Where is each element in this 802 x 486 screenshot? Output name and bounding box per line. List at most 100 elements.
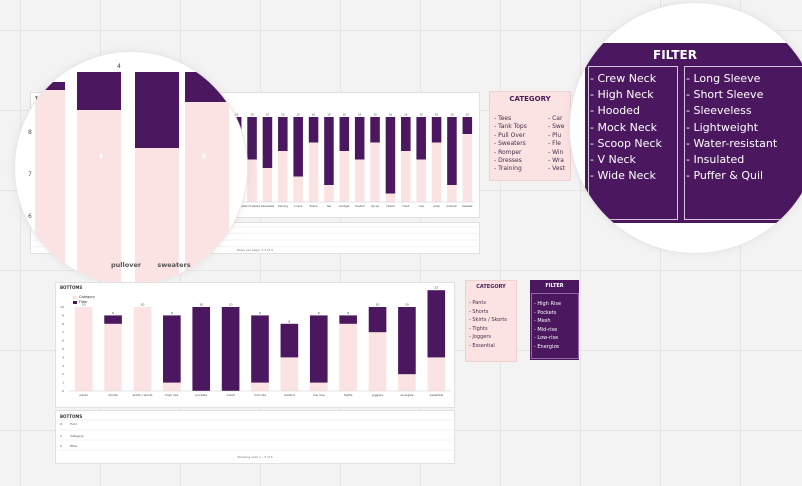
- zoom-bar-label: 8: [202, 153, 206, 160]
- bottoms-table-footer: Showing rows 1 - 3 of 3: [237, 455, 273, 459]
- category-list: - Pants - Shorts - Skirts / Skorts - Tig…: [469, 299, 507, 350]
- y-tick-label: 6: [62, 339, 64, 343]
- bar-filter: [401, 117, 411, 151]
- filter-item: - Sleeveless: [686, 104, 752, 118]
- bar-category: [339, 323, 357, 391]
- bar-filter: [431, 117, 442, 143]
- bar-category: [339, 151, 350, 202]
- bar-filter: [221, 307, 240, 391]
- filter-item: - Short Sleeve: [686, 88, 764, 102]
- bar-filter: [427, 290, 446, 358]
- bar-total-label: 8: [288, 319, 290, 323]
- bar-category: [427, 357, 446, 391]
- x-tick-label: skirts / skorts: [132, 393, 152, 397]
- category-header: CATEGORY: [476, 284, 506, 290]
- zoom-x-labels: pullover sweaters: [111, 261, 191, 269]
- legend-label: Category: [79, 295, 95, 299]
- bar-total-label: 10: [466, 113, 470, 117]
- y-tick-label: 9: [62, 313, 64, 317]
- bar-filter: [385, 117, 396, 194]
- category-list-2: - Car - Swe - Plu - Fle - Win - Wra - Ve…: [548, 115, 565, 174]
- filter-item: - Mesh: [534, 318, 551, 324]
- bar-category: [308, 142, 319, 202]
- category-item: - Training: [494, 165, 522, 173]
- bar-category: [401, 151, 411, 202]
- legend-swatch: [73, 295, 77, 299]
- zoomed-bars: 8 7 6 5 4 8 6 8 pullover sweaters: [15, 52, 247, 284]
- filter-item: - Water-resistant: [686, 136, 778, 150]
- legend-swatch: [73, 300, 77, 304]
- category-item: - Swe: [548, 123, 565, 131]
- filter-header: FILTER: [545, 283, 564, 289]
- bar-filter: [293, 117, 303, 177]
- bar-total-label: 10: [312, 113, 316, 117]
- y-tick-label: 7: [62, 330, 64, 334]
- category-item: - Sweaters: [494, 140, 526, 148]
- x-tick-label: tee: [327, 204, 332, 208]
- filter-item: - Long Sleeve: [686, 72, 761, 85]
- category-item: - Pull Over: [494, 131, 526, 139]
- category-header: CATEGORY: [509, 95, 551, 103]
- x-tick-label: mesh: [402, 204, 409, 208]
- tops-bar-chart: long sleeve10short sleeve10sleeveless10t…: [229, 113, 475, 208]
- category-item: - Fle: [548, 140, 561, 148]
- bar-filter: [462, 117, 473, 134]
- zoom-x-label: sweaters: [157, 261, 191, 269]
- filter-header: FILTER: [653, 48, 697, 62]
- bar-total-label: 10: [404, 113, 408, 117]
- bar-total-label: 10: [327, 113, 331, 117]
- x-tick-label: pants: [79, 393, 88, 397]
- filter-item: - Puffer & Quil: [686, 169, 764, 183]
- bar-total-label: 10: [435, 113, 439, 117]
- zoom-ytick: 6: [28, 213, 32, 220]
- y-tick-label: 4: [62, 355, 64, 359]
- bottoms-title: BOTTOMS: [60, 285, 83, 290]
- bar-total-label: 10: [281, 113, 285, 117]
- bar-category: [163, 382, 181, 391]
- y-tick-label: 5: [62, 347, 64, 351]
- bar-total-label: 10: [343, 113, 347, 117]
- category-item: - Tights: [469, 325, 488, 332]
- bar-filter: [398, 307, 416, 375]
- category-item: - Plu: [548, 131, 562, 139]
- bar-filter: [324, 117, 334, 185]
- bar-total-label: 10: [250, 113, 254, 117]
- filter-list-2: - Long Sleeve - Short Sleeve - Sleeveles…: [686, 71, 777, 184]
- category-item: - Tank Tops: [494, 123, 527, 131]
- bar-filter: [104, 315, 122, 324]
- filter-item: - Mock Neck: [590, 120, 658, 134]
- filter-list-1: - Crew Neck - High Neck - Hooded - Mock …: [590, 71, 662, 184]
- x-tick-label: joggers: [371, 393, 384, 397]
- filter-item: - Insulated: [686, 153, 745, 167]
- y-tick-label: 0: [62, 389, 64, 393]
- category-item: - Wra: [548, 157, 564, 165]
- bar-category: [398, 374, 416, 391]
- bar-total-label: 10: [376, 303, 380, 307]
- bar-filter: [416, 117, 426, 160]
- bottoms-table: BOTTOMS Field 1 Category 2 Filter # Show…: [55, 410, 455, 464]
- x-tick-label: pockets: [195, 393, 207, 397]
- bar-filter: [247, 117, 257, 160]
- bar-filter: [354, 117, 365, 160]
- zoom-bar-label: 8: [99, 153, 103, 160]
- zoom-ytick: 7: [28, 171, 32, 178]
- category-item: - Skirts / Skorts: [469, 317, 507, 323]
- bar-total-label: 10: [373, 113, 377, 117]
- bar-total-label: 12: [434, 286, 438, 290]
- bar-filter: [370, 117, 380, 143]
- bar-total-label: 10: [141, 303, 145, 307]
- table-cell: 2: [60, 444, 62, 448]
- filter-item: - Wide Neck: [590, 169, 656, 183]
- x-tick-label: wrap: [433, 205, 440, 208]
- bar-total-label: 10: [297, 113, 301, 117]
- bar-total-label: 10: [420, 113, 424, 117]
- filter-item: - Pockets: [534, 309, 557, 316]
- bar-category: [104, 323, 122, 391]
- category-item: - Essential: [469, 342, 495, 349]
- zoom-ytick: 5: [28, 255, 32, 262]
- bar-category: [247, 159, 257, 202]
- bar-category: [354, 159, 365, 202]
- x-tick-label: crop: [418, 205, 424, 208]
- category-item: - Win: [548, 148, 564, 156]
- bar-category: [74, 307, 93, 391]
